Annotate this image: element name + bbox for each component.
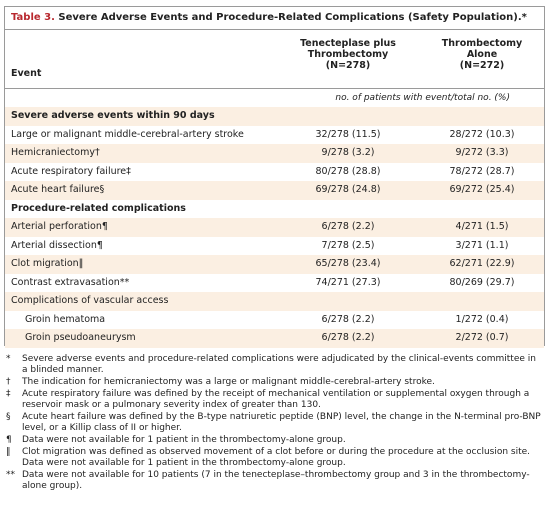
section-row: Procedure-related complications [5,200,544,219]
column-header: Event [11,68,41,79]
footnote: ** Data were not available for 10 patient… [4,470,544,492]
table-body: Severe adverse events within 90 days Larg… [5,107,544,348]
row-label: Contrast extravasation** [11,276,130,288]
cell: 78/272 (28.7) [449,165,515,177]
footnote-text: Severe adverse events and procedure-rela… [22,354,536,375]
table-title: Table 3. Severe Adverse Events and Proce… [5,7,544,30]
cell: 4/271 (1.5) [455,221,509,232]
header-line: (N=278) [325,60,371,71]
footnote-text: Clot migration was defined as observed m… [22,447,531,468]
footnote-text: The indication for hemicraniectomy was a… [22,377,435,387]
column-headers: Event Tenecteplase plus Thrombectomy (N=278… [5,30,544,88]
table-row: Acute respiratory failure‡ 80/278 (28.8) 7… [5,163,544,182]
row-label: Hemicraniectomy† [11,147,100,158]
footnote-symbol: ‖ [6,447,11,457]
row-label: Procedure-related complications [11,202,186,214]
footnote-symbol: ** [6,470,15,480]
header-line: Alone [466,49,498,60]
cell: 9/278 (3.2) [321,147,375,158]
cell: 80/278 (28.8) [315,165,381,177]
footnote-symbol: ‡ [6,389,11,399]
cell: 9/272 (3.3) [455,147,509,158]
row-label: Complications of vascular access [11,295,169,306]
cell: 6/278 (2.2) [321,332,375,343]
table-label: Table 3. [11,12,55,23]
table-row: Acute heart failure§ 69/278 (24.8) 69/272 … [5,181,544,200]
column-header: Thrombectomy Alone (N=272) [417,38,547,71]
cell: 65/278 (23.4) [315,258,381,269]
footnote: § Acute heart failure was defined by the … [4,412,544,434]
footnote: * Severe adverse events and procedure-rel… [4,354,544,376]
cell: 69/278 (24.8) [315,184,381,195]
column-header: Tenecteplase plus Thrombectomy (N=278) [283,38,413,71]
row-label: Severe adverse events within 90 days [11,110,215,121]
header-line: Tenecteplase plus [300,38,396,49]
cell: 3/271 (1.1) [455,239,509,251]
cell: 62/271 (22.9) [449,258,515,269]
footnotes: * Severe adverse events and procedure-rel… [4,354,544,493]
row-label: Acute respiratory failure‡ [11,165,131,177]
footnote-symbol: § [6,412,11,422]
row-label: Acute heart failure§ [11,184,105,195]
cell: 69/272 (25.4) [449,184,515,195]
footnote-symbol: † [6,377,11,387]
cell: 6/278 (2.2) [321,221,375,232]
table-row: Arterial dissection¶ 7/278 (2.5) 3/271 (1.… [5,237,544,256]
row-label: Arterial perforation¶ [11,221,108,232]
table-row: Large or malignant middle-cerebral-arter… [5,126,544,145]
footnote-text: Acute heart failure was defined by the B… [22,412,541,433]
table-frame: Table 3. Severe Adverse Events and Proce… [4,6,545,348]
row-label: Arterial dissection¶ [11,239,103,251]
title-text: Severe Adverse Events and Procedure-Rela… [58,12,527,23]
table-row: Complications of vascular access [5,292,544,311]
footnote: ‖ Clot migration was defined as observed … [4,447,544,469]
table-row: Clot migration‖ 65/278 (23.4) 62/271 (22.9… [5,255,544,274]
footnote: † The indication for hemicraniectomy was … [4,377,544,388]
table-row: Groin pseudoaneurysm 6/278 (2.2) 2/272 (0.… [5,329,544,348]
units-note: no. of patients with event/total no. (%) [5,88,544,107]
footnote: ¶ Data were not available for 1 patient i… [4,435,544,446]
table-row: Groin hematoma 6/278 (2.2) 1/272 (0.4) [5,311,544,330]
header-line: (N=272) [459,60,505,71]
footnote-text: Acute respiratory failure was defined by… [22,389,530,410]
cell: 32/278 (11.5) [315,128,381,140]
cell: 74/271 (27.3) [315,276,381,288]
footnote: ‡ Acute respiratory failure was defined b… [4,389,544,411]
row-label: Groin hematoma [25,313,106,325]
header-line: Thrombectomy [307,49,389,60]
header-line: Thrombectomy [441,38,523,49]
cell: 6/278 (2.2) [321,313,375,325]
cell: 7/278 (2.5) [321,239,375,251]
table-row: Arterial perforation¶ 6/278 (2.2) 4/271 (1… [5,218,544,237]
table-row: Contrast extravasation** 74/271 (27.3) 80/… [5,274,544,293]
cell: 1/272 (0.4) [455,313,509,325]
footnote-text: Data were not available for 1 patient in… [22,435,346,445]
table-row: Hemicraniectomy† 9/278 (3.2) 9/272 (3.3) [5,144,544,163]
footnote-symbol: * [6,354,11,364]
row-label: Clot migration‖ [11,258,84,269]
cell: 80/269 (29.7) [449,276,515,288]
header-line: Event [11,68,42,79]
row-label: Large or malignant middle-cerebral-arter… [11,128,244,140]
footnote-symbol: ¶ [6,435,12,445]
footnote-text: Data were not available for 10 patients … [22,470,530,491]
cell: 2/272 (0.7) [455,332,509,343]
cell: 28/272 (10.3) [449,128,515,140]
row-label: Groin pseudoaneurysm [25,332,136,343]
section-row: Severe adverse events within 90 days [5,107,544,126]
